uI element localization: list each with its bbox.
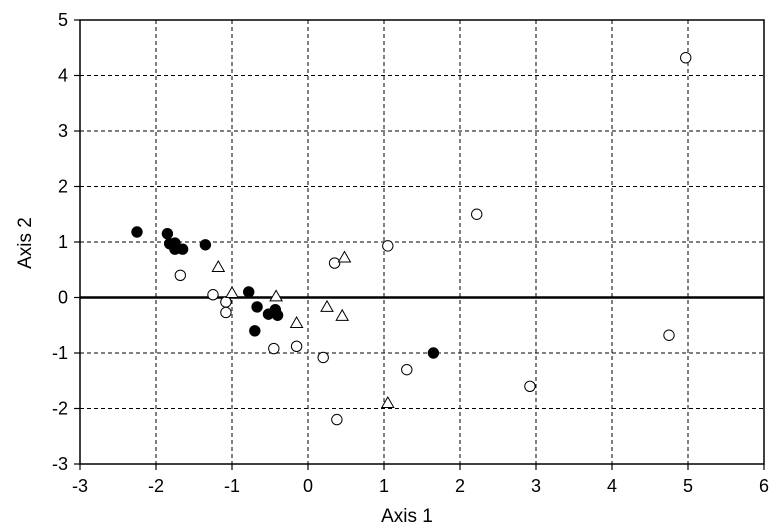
y-tick-label: 4 <box>58 66 68 86</box>
x-tick-label: 2 <box>455 476 465 496</box>
open-circle-point <box>680 52 692 64</box>
x-tick-label: 1 <box>379 476 389 496</box>
open-triangle-point <box>289 316 304 329</box>
open-circle-point <box>328 257 341 269</box>
open-circle-point <box>331 413 343 426</box>
y-tick-label: 1 <box>58 232 68 252</box>
x-tick-label: -3 <box>72 476 88 496</box>
open-circle-point <box>524 380 536 392</box>
filled-circle-point <box>271 309 284 321</box>
filled-circle-point <box>249 325 261 337</box>
open-triangle-point <box>380 395 395 408</box>
filled-circle-point <box>131 226 143 238</box>
open-triangle-point <box>269 289 283 302</box>
open-circle-point <box>317 351 329 364</box>
open-triangle-point <box>335 308 350 321</box>
x-tick-label: 5 <box>683 476 693 496</box>
open-circle-point <box>268 342 280 355</box>
x-tick-label: 3 <box>531 476 541 496</box>
open-circle-point <box>207 289 219 301</box>
y-axis-title: Axis 2 <box>15 217 36 269</box>
open-circle-point <box>220 296 232 308</box>
open-triangle-point <box>225 286 239 299</box>
y-tick-label: -1 <box>52 343 68 363</box>
y-tick-label: -3 <box>52 454 68 474</box>
open-triangle-point <box>337 250 352 263</box>
x-tick-labels: -3 -2 -1 0 1 2 3 4 5 6 <box>72 476 769 496</box>
open-circle-point <box>290 340 303 353</box>
filled-circle-point <box>161 227 174 240</box>
data-points <box>131 52 692 426</box>
y-tick-label: 3 <box>58 121 68 141</box>
filled-circle-point <box>251 301 263 313</box>
x-axis-title: Axis 1 <box>381 506 433 527</box>
open-triangle-point <box>211 259 226 272</box>
open-circle-point <box>401 363 413 376</box>
grid-lines <box>80 20 764 464</box>
x-tick-label: 0 <box>303 476 313 496</box>
open-circle-point <box>471 208 483 220</box>
open-circle-point <box>220 306 232 319</box>
y-tick-labels: -3 -2 -1 0 1 2 3 4 5 <box>52 10 68 474</box>
y-tick-label: 0 <box>58 288 68 308</box>
filled-circle-point <box>176 243 189 255</box>
filled-circle-point <box>427 347 440 359</box>
filled-circle-point <box>199 239 212 251</box>
open-circle-point <box>174 269 187 281</box>
x-tick-label: 6 <box>759 476 769 496</box>
filled-circle-point <box>243 286 255 298</box>
x-tick-label: -1 <box>224 476 240 496</box>
x-tick-label: 4 <box>607 476 617 496</box>
x-tick-label: -2 <box>148 476 164 496</box>
open-circle-point <box>382 240 394 252</box>
open-triangle-point <box>320 299 334 312</box>
y-tick-label: -2 <box>52 399 68 419</box>
open-circle-point <box>663 329 675 341</box>
y-tick-label: 2 <box>58 177 68 197</box>
y-tick-label: 5 <box>58 10 68 30</box>
tick-marks <box>74 19 765 470</box>
